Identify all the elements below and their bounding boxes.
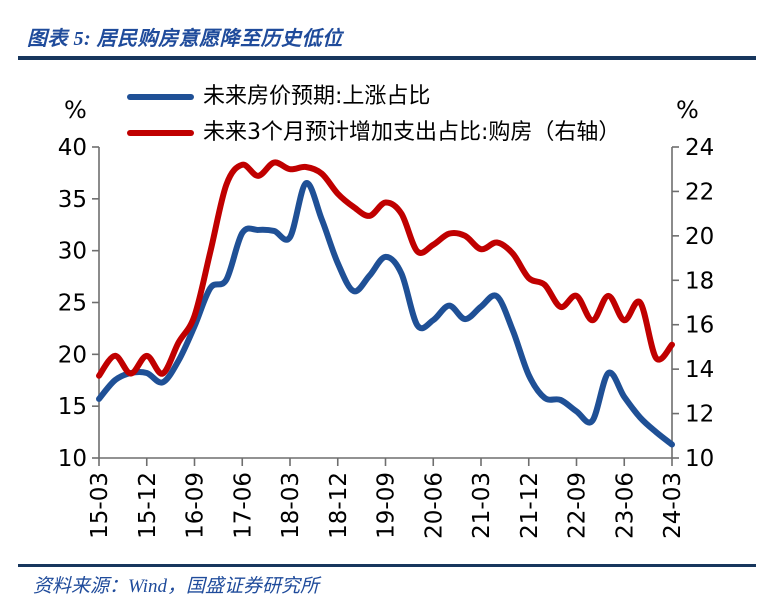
right-axis-tick-label: 16 (685, 313, 714, 339)
x-axis-tick-label: 18-03 (278, 472, 304, 539)
blue-line-swatch (127, 94, 194, 100)
legend-label-spending-housing: 未来3个月预计增加支出占比:购房（右轴） (203, 120, 621, 145)
x-axis-tick-label: 15-12 (135, 472, 161, 539)
x-axis-tick-label: 23-06 (612, 472, 638, 539)
left-axis-tick-label: 15 (58, 394, 87, 420)
left-axis-unit: % (64, 96, 87, 124)
right-axis-tick-label: 10 (685, 446, 714, 472)
legend-item-price-expectation: 未来房价预期:上涨占比 (127, 82, 620, 112)
x-axis-tick-label: 21-12 (517, 472, 543, 539)
red-line-swatch (127, 130, 194, 136)
right-axis-tick-label: 12 (685, 402, 714, 428)
chart-title: 图表 5: 居民购房意愿降至历史低位 (27, 28, 343, 50)
x-axis-tick-label: 21-03 (469, 472, 495, 539)
x-axis-tick-label: 24-03 (660, 472, 686, 539)
x-axis-tick-label: 22-09 (565, 472, 591, 539)
left-axis-tick-label: 40 (58, 135, 87, 161)
x-axis-tick-label: 19-09 (374, 472, 400, 539)
footer-divider-rule (18, 564, 756, 567)
left-axis-tick-label: 30 (58, 239, 87, 265)
left-axis-tick-label: 20 (58, 342, 87, 368)
chart-legend: 未来房价预期:上涨占比 未来3个月预计增加支出占比:购房（右轴） (127, 82, 620, 154)
legend-label-price-expectation: 未来房价预期:上涨占比 (203, 84, 431, 109)
right-axis-tick-label: 22 (685, 179, 714, 205)
right-axis-tick-label: 18 (685, 268, 714, 294)
x-axis-tick-label: 15-03 (87, 472, 113, 539)
left-axis-tick-label: 35 (58, 187, 87, 213)
right-axis-unit: % (676, 96, 699, 124)
series-line-price-expectation (96, 180, 675, 448)
x-axis-tick-label: 16-09 (183, 472, 209, 539)
title-divider-rule (18, 56, 756, 60)
legend-item-spending-housing: 未来3个月预计增加支出占比:购房（右轴） (127, 118, 620, 148)
source-text: 资料来源：Wind，国盛证券研究所 (33, 576, 320, 597)
x-axis-tick-label: 18-12 (326, 472, 352, 539)
x-axis-tick-label: 17-06 (230, 472, 256, 539)
x-axis-tick-label: 20-06 (421, 472, 447, 539)
right-axis-tick-label: 24 (685, 135, 714, 161)
left-axis-tick-label: 10 (58, 446, 87, 472)
right-axis-tick-label: 14 (685, 357, 714, 383)
series-line-housing-spending (96, 159, 675, 379)
chart-region: 未来房价预期:上涨占比 未来3个月预计增加支出占比:购房（右轴） % % 40 3… (0, 70, 774, 564)
left-axis-tick-label: 25 (58, 291, 87, 317)
right-axis-tick-label: 20 (685, 224, 714, 250)
